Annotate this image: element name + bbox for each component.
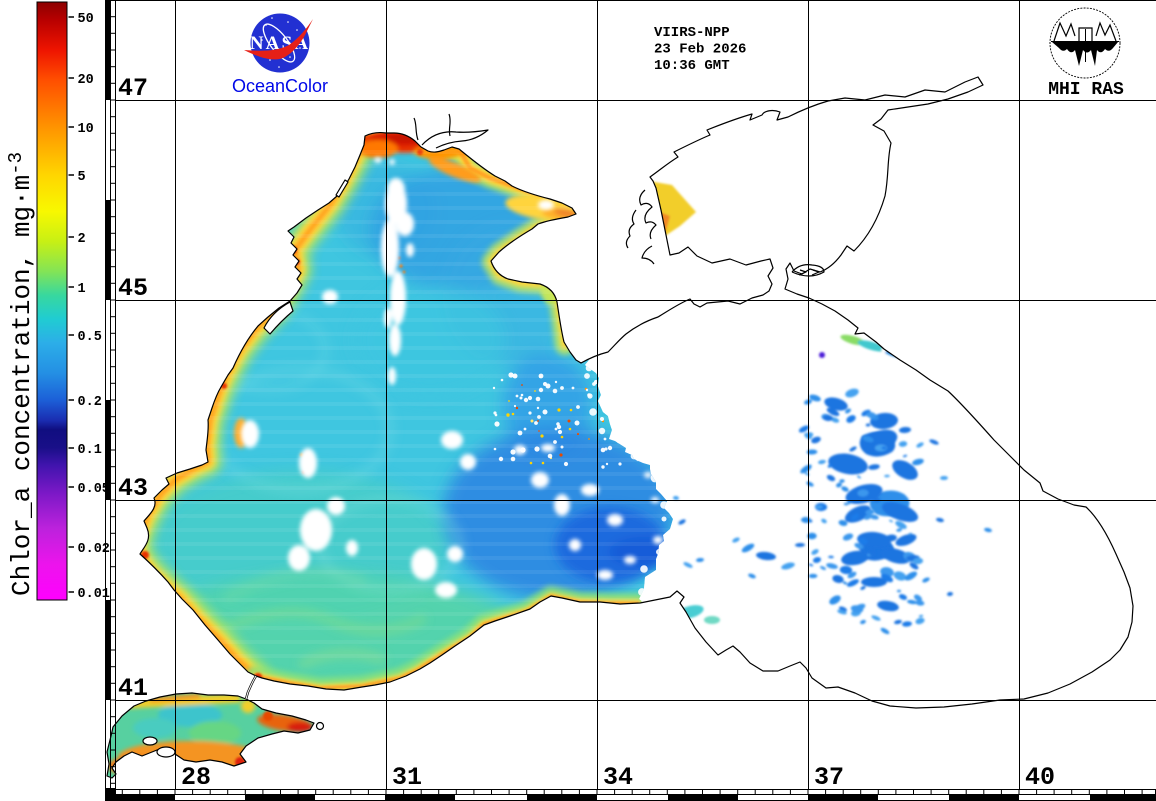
- svg-text:10: 10: [78, 122, 94, 137]
- svg-text:2: 2: [78, 232, 86, 247]
- svg-text:10:36 GMT: 10:36 GMT: [654, 58, 730, 74]
- svg-text:28: 28: [181, 763, 211, 792]
- svg-text:OceanColor: OceanColor: [232, 76, 328, 96]
- svg-text:0.05: 0.05: [78, 482, 110, 497]
- svg-text:45: 45: [118, 274, 148, 303]
- svg-text:0.2: 0.2: [78, 395, 102, 410]
- svg-text:1: 1: [78, 282, 86, 297]
- svg-text:Chlor_a concentration, mg·m-3: Chlor_a concentration, mg·m-3: [5, 152, 37, 596]
- svg-text:50: 50: [78, 12, 94, 27]
- svg-text:0.1: 0.1: [78, 443, 102, 458]
- svg-text:0.5: 0.5: [78, 330, 102, 345]
- svg-text:31: 31: [392, 763, 422, 792]
- svg-text:37: 37: [814, 763, 844, 792]
- svg-text:43: 43: [118, 474, 148, 503]
- svg-text:34: 34: [603, 763, 633, 792]
- svg-text:23 Feb 2026: 23 Feb 2026: [654, 42, 746, 58]
- svg-text:0.02: 0.02: [78, 542, 110, 557]
- svg-text:VIIRS-NPP: VIIRS-NPP: [654, 25, 730, 41]
- svg-text:47: 47: [118, 74, 148, 103]
- svg-text:MHI RAS: MHI RAS: [1048, 80, 1124, 100]
- svg-text:40: 40: [1025, 763, 1055, 792]
- svg-text:20: 20: [78, 73, 94, 88]
- svg-text:5: 5: [78, 170, 86, 185]
- svg-text:41: 41: [118, 674, 148, 703]
- svg-text:0.01: 0.01: [78, 587, 110, 602]
